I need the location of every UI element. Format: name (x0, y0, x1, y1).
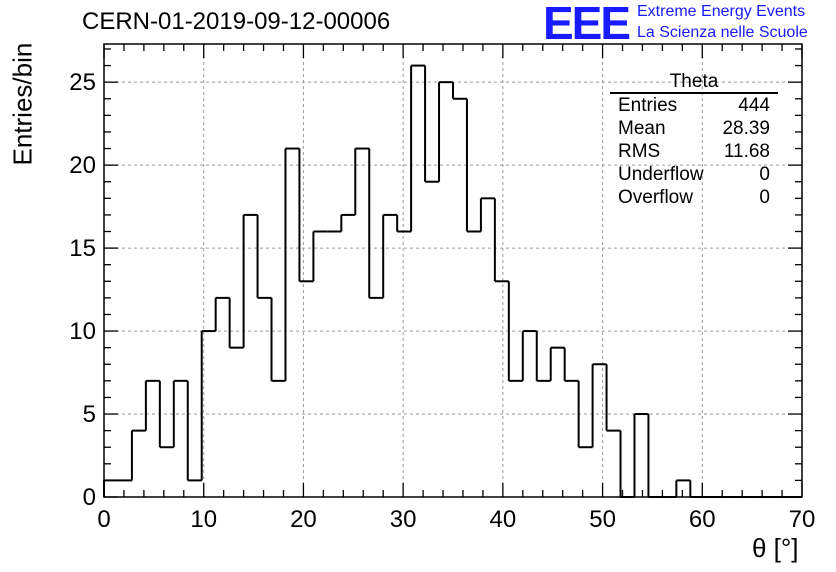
stats-value: 11.68 (723, 141, 770, 162)
stats-label: Entries (618, 95, 678, 116)
eee-logo: EEE (543, 0, 631, 49)
stats-box: Theta Entries 444 Mean 28.39 RMS 11.68 U… (610, 71, 778, 209)
x-tick-label: 20 (290, 506, 317, 533)
stats-row-overflow: Overflow 0 (610, 186, 778, 209)
stats-value: 444 (738, 95, 770, 116)
x-tick-label: 40 (490, 506, 517, 533)
y-axis-label: Entries/bin (7, 42, 38, 166)
x-tick-label: 30 (390, 506, 417, 533)
x-tick-label: 0 (97, 506, 110, 533)
stats-label: Overflow (618, 187, 693, 208)
stats-value: 28.39 (722, 118, 770, 139)
x-tick-label: 70 (789, 506, 816, 533)
stats-label: RMS (618, 141, 661, 162)
x-tick-label: 10 (190, 506, 217, 533)
logo-caption-line1: Extreme Energy Events (637, 3, 806, 20)
y-tick-label: 10 (69, 318, 96, 345)
y-tick-label: 25 (69, 69, 96, 96)
y-tick-label: 15 (69, 235, 96, 262)
stats-label: Mean (618, 118, 666, 139)
stats-title: Theta (610, 71, 778, 94)
stats-label: Underflow (618, 164, 704, 185)
x-tick-label: 50 (589, 506, 616, 533)
y-tick-label: 20 (69, 152, 96, 179)
stats-row-entries: Entries 444 (610, 94, 778, 117)
chart-title: CERN-01-2019-09-12-00006 (82, 8, 391, 35)
x-tick-label: 60 (689, 506, 716, 533)
stats-row-rms: RMS 11.68 (610, 140, 778, 163)
stats-value: 0 (759, 187, 770, 208)
plot-frame (103, 43, 803, 498)
y-tick-label: 0 (83, 484, 96, 511)
y-tick-label: 5 (83, 401, 96, 428)
stats-value: 0 (759, 164, 770, 185)
x-axis-label: θ [°] (752, 533, 799, 563)
stats-row-underflow: Underflow 0 (610, 163, 778, 186)
logo-caption-line2: La Scienza nelle Scuole (637, 24, 808, 41)
stats-row-mean: Mean 28.39 (610, 117, 778, 140)
